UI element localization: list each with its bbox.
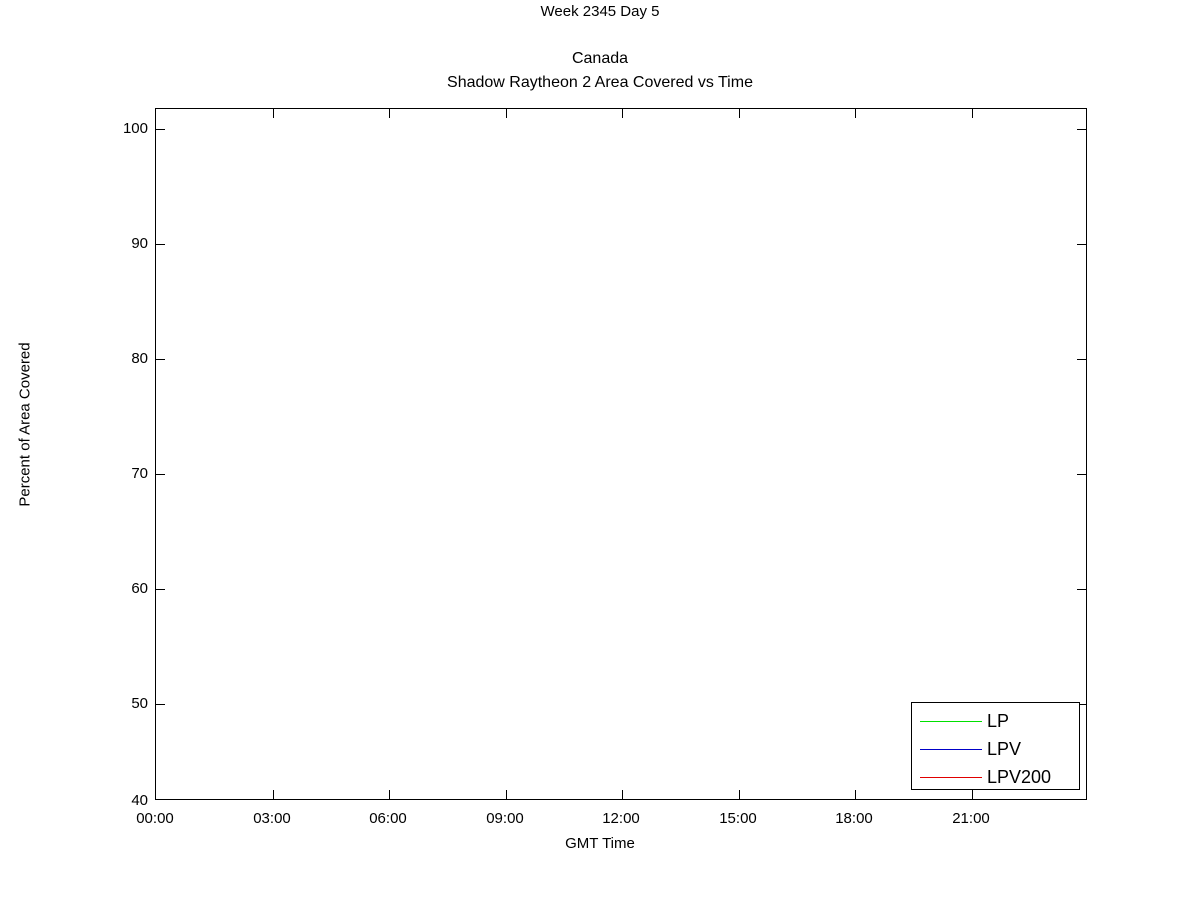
x-tick-0600 bbox=[389, 790, 390, 799]
x-tick-top-1500 bbox=[739, 109, 740, 118]
y-tick-label-70: 70 bbox=[131, 465, 148, 482]
y-tick-80 bbox=[156, 359, 165, 360]
x-tick-top-0300 bbox=[273, 109, 274, 118]
x-tick-0900 bbox=[506, 790, 507, 799]
x-tick-top-1800 bbox=[855, 109, 856, 118]
y-tick-label-100: 100 bbox=[122, 120, 148, 137]
y-tick-right-80 bbox=[1077, 359, 1086, 360]
y-tick-50 bbox=[156, 704, 165, 705]
x-tick-1500 bbox=[739, 790, 740, 799]
x-tick-top-1200 bbox=[622, 109, 623, 118]
y-tick-right-90 bbox=[1077, 244, 1086, 245]
series-canvas bbox=[156, 109, 1086, 799]
chart-title-line-1: Canada bbox=[571, 50, 629, 67]
x-tick-top-2100 bbox=[972, 109, 973, 118]
plot-area[interactable] bbox=[155, 108, 1087, 800]
x-tick-1200 bbox=[622, 790, 623, 799]
legend-label-lpv200: LPV200 bbox=[987, 767, 1052, 787]
y-tick-label-90: 90 bbox=[131, 235, 148, 252]
x-tick-label-1200: 12:00 bbox=[602, 810, 640, 827]
legend-entry-lpv[interactable]: LPV bbox=[912, 735, 1079, 763]
x-tick-label-0000: 00:00 bbox=[136, 810, 174, 827]
y-tick-label-40: 40 bbox=[131, 792, 148, 809]
y-tick-right-100 bbox=[1077, 129, 1086, 130]
x-tick-label-1800: 18:00 bbox=[835, 810, 873, 827]
y-tick-right-60 bbox=[1077, 589, 1086, 590]
y-tick-label-50: 50 bbox=[131, 695, 148, 712]
y-tick-100 bbox=[156, 129, 165, 130]
x-tick-top-0900 bbox=[506, 109, 507, 118]
legend-box[interactable]: LP LPV LPV200 bbox=[911, 702, 1080, 790]
legend-swatch-lpv bbox=[920, 748, 982, 750]
x-axis-label: GMT Time bbox=[565, 835, 635, 852]
legend-swatch-lpv200 bbox=[920, 776, 982, 778]
y-tick-60 bbox=[156, 589, 165, 590]
legend-entry-lp[interactable]: LP bbox=[912, 707, 1079, 735]
y-tick-right-50 bbox=[1077, 704, 1086, 705]
x-tick-1800 bbox=[855, 790, 856, 799]
y-axis-label: Percent of Area Covered bbox=[16, 342, 34, 507]
y-tick-label-60: 60 bbox=[131, 580, 148, 597]
y-tick-90 bbox=[156, 244, 165, 245]
chart-title-line-2: Shadow Raytheon 2 Area Covered vs Time bbox=[447, 74, 753, 91]
x-tick-label-0900: 09:00 bbox=[486, 810, 524, 827]
legend-label-lp: LP bbox=[987, 711, 1010, 731]
y-tick-label-80: 80 bbox=[131, 350, 148, 367]
week-day-header: Week 2345 Day 5 bbox=[540, 3, 660, 20]
y-tick-70 bbox=[156, 474, 165, 475]
x-tick-top-0600 bbox=[389, 109, 390, 118]
y-tick-right-70 bbox=[1077, 474, 1086, 475]
x-tick-label-0300: 03:00 bbox=[253, 810, 291, 827]
x-tick-0300 bbox=[273, 790, 274, 799]
x-tick-2100 bbox=[972, 790, 973, 799]
x-tick-label-0600: 06:00 bbox=[369, 810, 407, 827]
legend-entry-lpv200[interactable]: LPV200 bbox=[912, 763, 1079, 791]
legend-swatch-lp bbox=[920, 720, 982, 722]
x-tick-label-1500: 15:00 bbox=[719, 810, 757, 827]
legend-label-lpv: LPV bbox=[987, 739, 1022, 759]
x-tick-label-2100: 21:00 bbox=[952, 810, 990, 827]
